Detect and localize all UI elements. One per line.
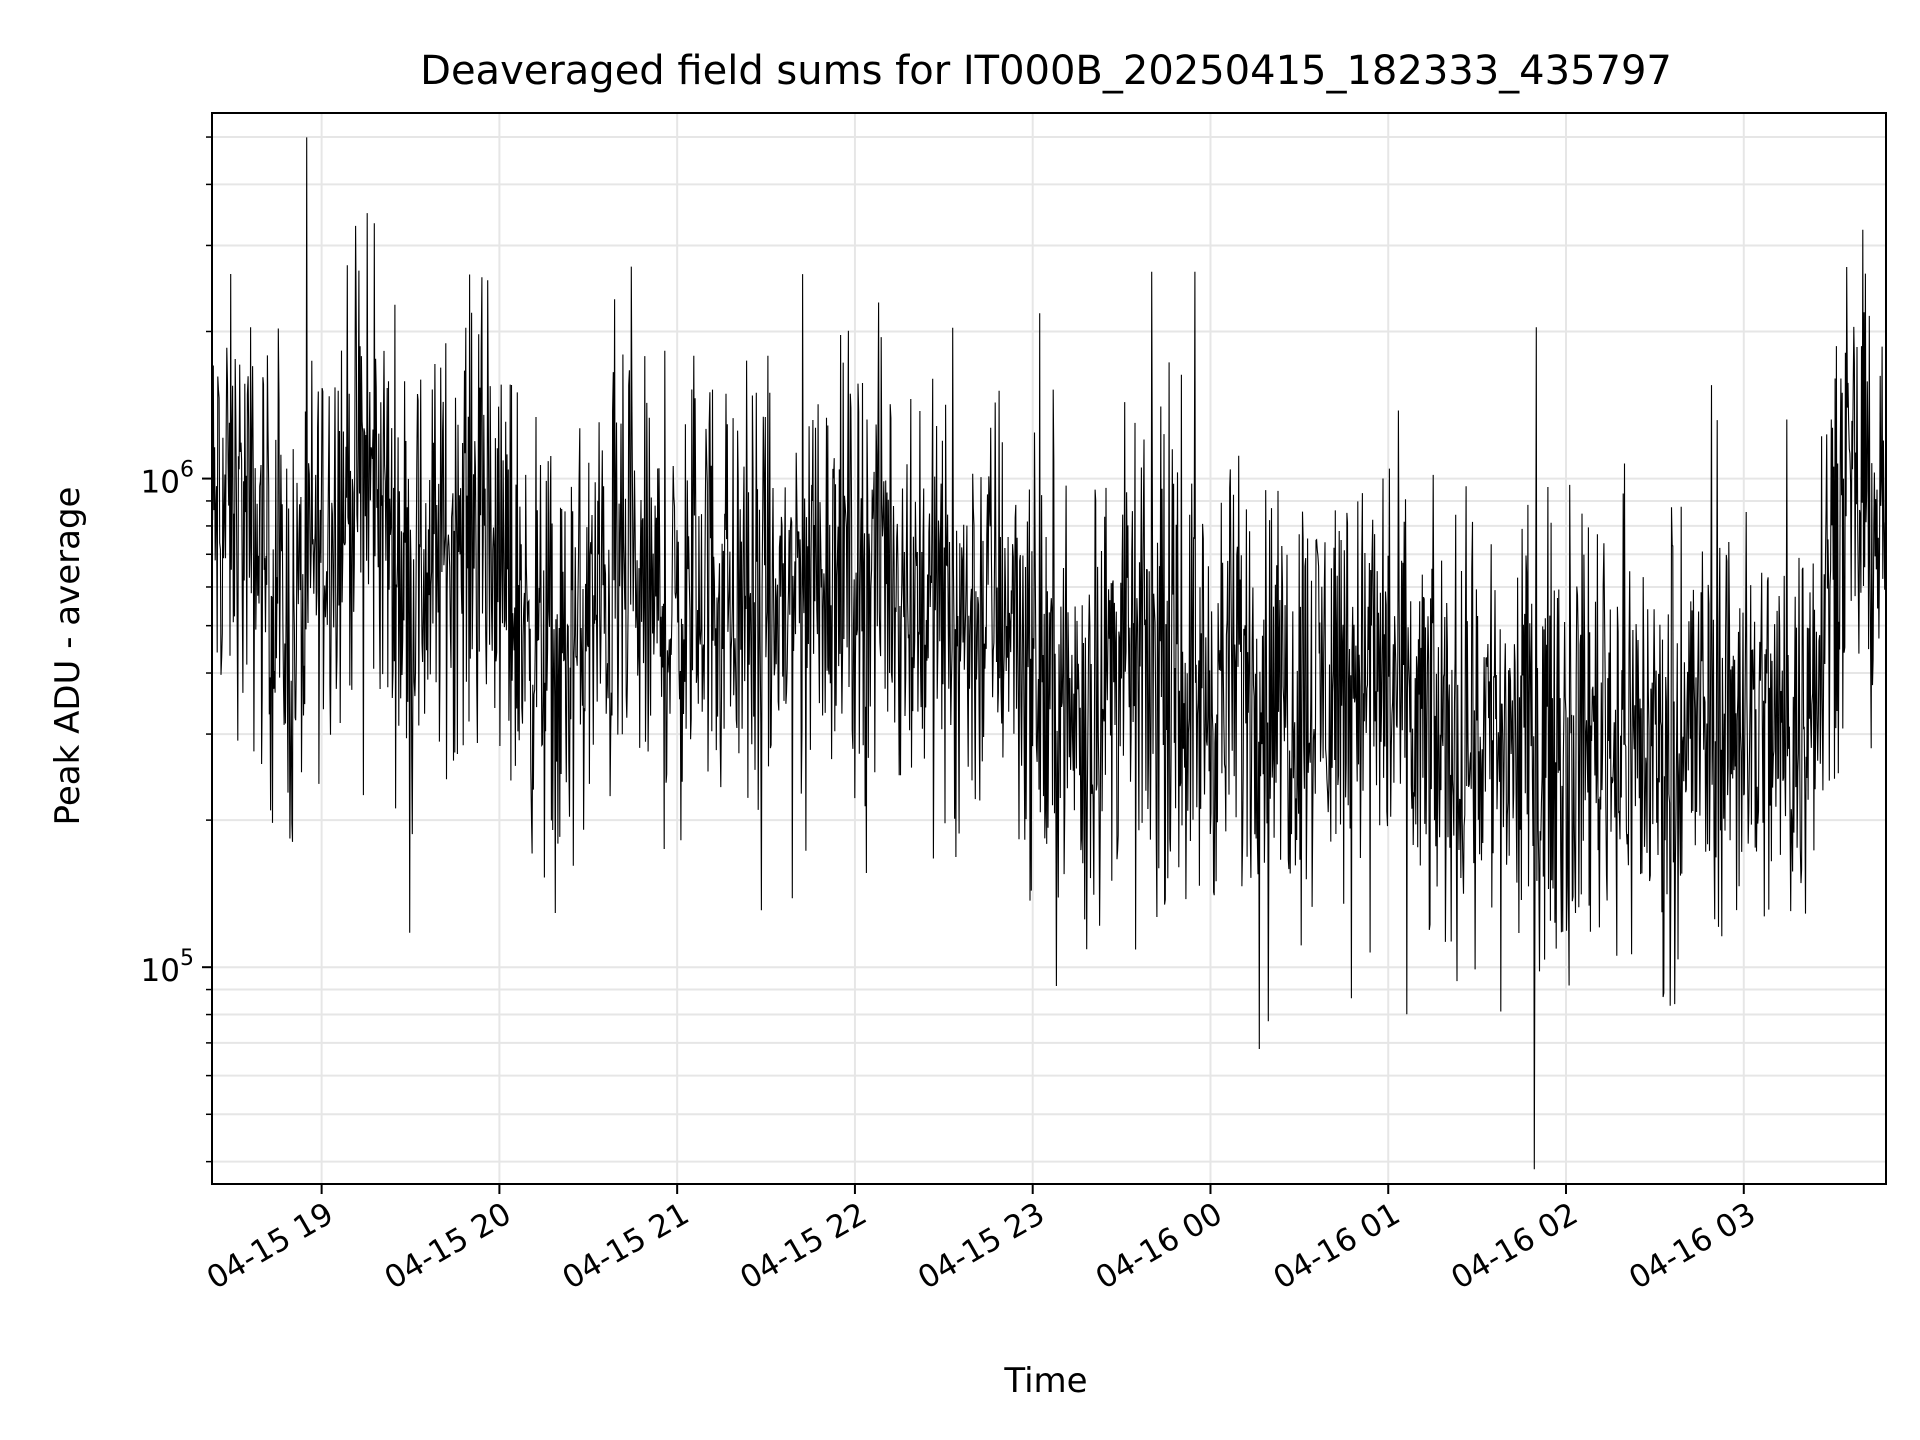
chart-title: Deaveraged field sums for IT000B_2025041… — [420, 48, 1672, 94]
x-axis-label: Time — [1003, 1361, 1087, 1401]
y-tick-base: 10 — [141, 953, 180, 989]
y-tick-label: 105 — [141, 946, 194, 989]
data-series — [211, 137, 1887, 1170]
y-tick-exponent: 6 — [180, 458, 194, 483]
plot-frame — [211, 112, 1887, 1185]
grid-lines — [212, 113, 1886, 1184]
series-line — [211, 137, 1887, 1170]
y-tick-label: 106 — [141, 458, 194, 501]
y-axis-label: Peak ADU - average — [48, 487, 88, 826]
y-tick-base: 10 — [141, 465, 180, 501]
y-tick-exponent: 5 — [180, 946, 194, 971]
